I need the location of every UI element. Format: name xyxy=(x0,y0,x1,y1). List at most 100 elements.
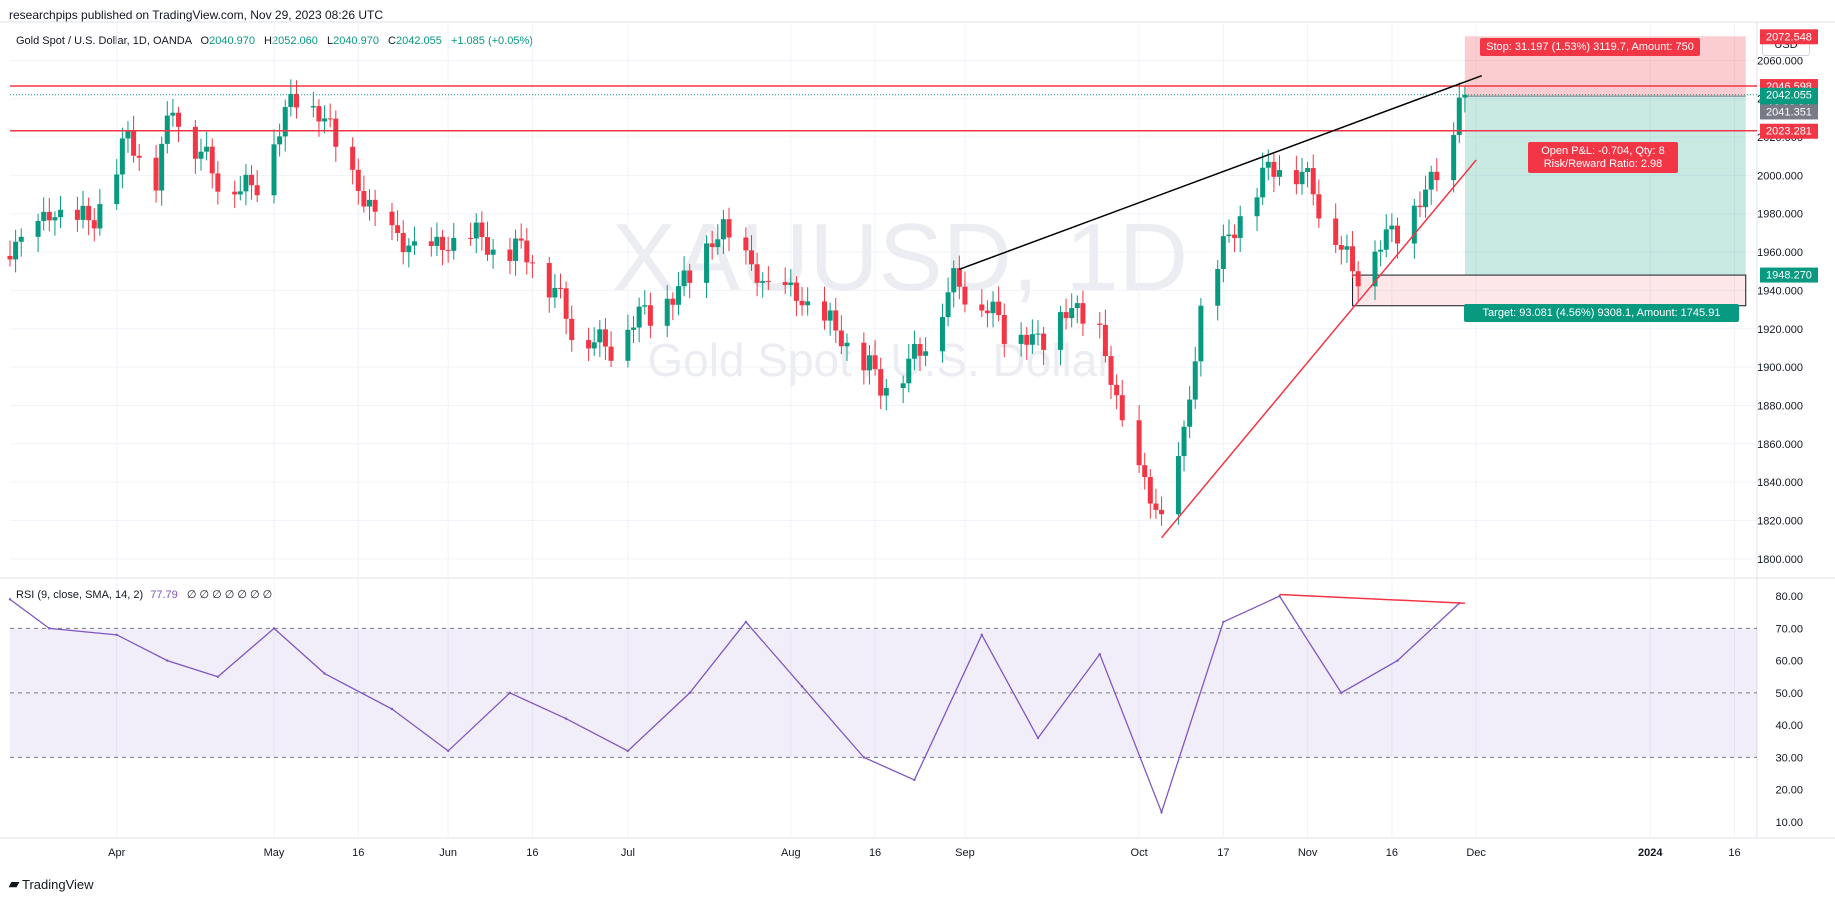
candle-body xyxy=(1187,399,1193,427)
candle-body xyxy=(1232,234,1238,238)
candle-body xyxy=(1147,477,1153,504)
open-value: 2040.970 xyxy=(209,35,255,47)
candle-body xyxy=(681,270,687,287)
candle-body xyxy=(215,173,221,192)
candle-body xyxy=(664,298,670,326)
candle-body xyxy=(13,241,19,260)
rsi-line xyxy=(9,595,1460,815)
candle-body xyxy=(765,281,771,283)
price-tick-label: 1920.000 xyxy=(1757,324,1803,336)
rsi-legend-extra: ∅ ∅ ∅ ∅ ∅ ∅ ∅ xyxy=(186,589,273,601)
time-tick-label: Nov xyxy=(1298,847,1318,859)
candle-body xyxy=(243,174,249,192)
candle-body xyxy=(288,93,294,108)
candle-body xyxy=(479,222,485,238)
time-tick-label: Jul xyxy=(621,847,635,859)
candle-body xyxy=(956,268,962,287)
candle-body xyxy=(518,238,524,241)
candle-body xyxy=(1350,246,1356,272)
time-tick-label: May xyxy=(264,847,285,859)
candle-body xyxy=(333,118,339,147)
stop-label: Stop: 31.197 (1.53%) 3119.7, Amount: 750 xyxy=(1480,38,1700,56)
candle-body xyxy=(1215,268,1221,306)
candle-body xyxy=(136,155,142,158)
rsi-point xyxy=(1098,652,1101,656)
brand-name: TradingView xyxy=(22,876,94,892)
pnl-label-bg xyxy=(1528,142,1678,173)
candle-body xyxy=(1237,216,1243,238)
stop-label-text: Stop: 31.197 (1.53%) 3119.7, Amount: 750 xyxy=(1486,41,1694,53)
time-tick-label: 16 xyxy=(1386,847,1398,859)
candle-body xyxy=(917,344,923,356)
target-price-tag-bg xyxy=(1760,267,1818,283)
candle-body xyxy=(675,286,681,305)
low-label: L xyxy=(326,35,334,47)
target-label: Target: 93.081 (4.56%) 9308.1, Amount: 1… xyxy=(1464,304,1739,322)
candle-body xyxy=(939,317,945,352)
candle-body xyxy=(569,318,575,341)
rsi-tick-label: 70.00 xyxy=(1775,623,1803,635)
candle-body xyxy=(125,131,131,139)
candle-body xyxy=(86,205,92,221)
high-label: H xyxy=(264,35,272,47)
candle-body xyxy=(1181,426,1187,457)
candle-body xyxy=(1310,168,1316,195)
candle-body xyxy=(97,204,103,229)
rsi-point xyxy=(390,707,394,711)
rsi-point xyxy=(800,685,804,688)
time-tick-label: 16 xyxy=(526,847,538,859)
candle-body xyxy=(80,205,86,220)
candle-body xyxy=(1024,334,1030,345)
candle-body xyxy=(440,236,446,250)
candle-body xyxy=(962,286,968,305)
candle-body xyxy=(529,262,535,264)
candle-body xyxy=(372,199,378,212)
candle-body xyxy=(754,264,760,283)
time-tick-label: Dec xyxy=(1466,847,1486,859)
candle-body xyxy=(670,298,676,305)
candle-body xyxy=(1260,167,1266,198)
candle-body xyxy=(18,236,24,242)
candle-body xyxy=(198,151,204,159)
ohlc-legend: Gold Spot / U.S. Dollar, 1D, OANDA O2040… xyxy=(16,35,533,47)
trendline xyxy=(1160,159,1477,539)
low-value: 2040.970 xyxy=(333,35,379,47)
time-tick-label: Apr xyxy=(108,847,125,859)
candle-body xyxy=(923,351,929,356)
candle-body xyxy=(41,211,47,221)
candle-body xyxy=(1372,251,1378,287)
candle-body xyxy=(1108,356,1114,385)
stop-price-tag-bg xyxy=(1760,29,1818,45)
candle-body xyxy=(822,301,828,321)
level-price-tag-2: 2023.281 xyxy=(1766,126,1812,138)
target-price-tag: 1948.270 xyxy=(1766,270,1812,282)
candle-body xyxy=(58,209,64,218)
candle-body xyxy=(793,282,799,301)
candle-body xyxy=(1175,456,1181,515)
tradingview-brand[interactable]: ▰ TradingView xyxy=(9,876,94,892)
candle-body xyxy=(232,191,238,195)
close-label: C xyxy=(388,35,396,47)
candle-body xyxy=(844,342,850,347)
candle-body xyxy=(1142,465,1148,478)
time-tick-label: Sep xyxy=(955,847,975,859)
rsi-tick-label: 60.00 xyxy=(1775,656,1803,668)
candle-body xyxy=(1097,323,1103,325)
candle-body xyxy=(945,292,951,318)
candle-body xyxy=(507,249,513,261)
candle-body xyxy=(445,249,451,251)
candle-body xyxy=(748,250,754,265)
price-tick-label: 1960.000 xyxy=(1757,247,1803,259)
candle-body xyxy=(7,255,13,260)
candle-body xyxy=(1063,312,1069,319)
candle-body xyxy=(131,131,137,156)
candle-body xyxy=(1029,334,1035,345)
rsi-point xyxy=(115,633,118,637)
pnl-label-text: Open P&L: -0.704, Qty: 8 xyxy=(1541,145,1665,157)
candle-body xyxy=(883,388,889,396)
rsi-tick-label: 30.00 xyxy=(1775,752,1803,764)
candle-body xyxy=(395,225,401,233)
time-tick-label: Aug xyxy=(781,847,801,859)
